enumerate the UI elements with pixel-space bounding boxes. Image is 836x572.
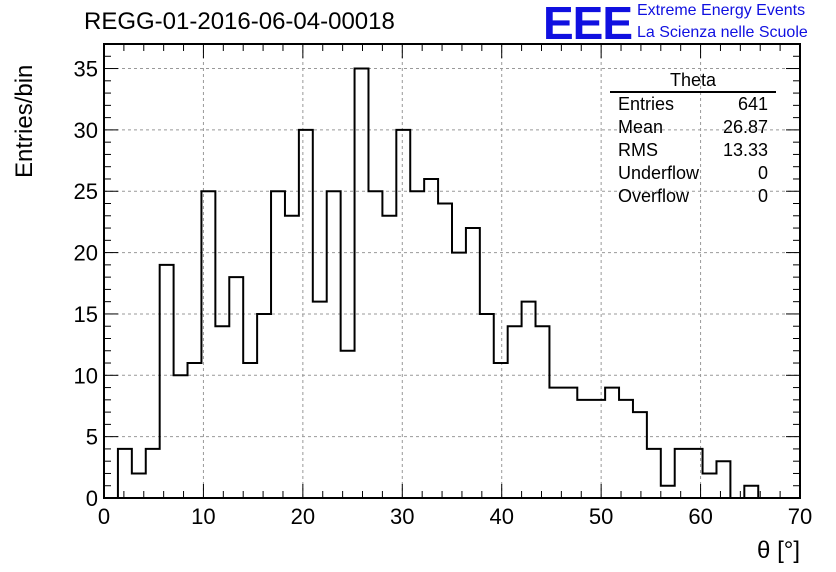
x-axis: 0 10 20 30 40 50 60 70 <box>98 44 812 529</box>
stats-label: RMS <box>618 140 658 160</box>
x-tick-label: 70 <box>788 504 812 529</box>
chart-title: REGG-01-2016-06-04-00018 <box>84 8 395 35</box>
stats-row-mean: Mean 26.87 <box>610 116 776 139</box>
y-axis: 0 5 10 15 20 25 30 35 <box>74 43 800 511</box>
stats-row-overflow: Overflow 0 <box>610 185 776 208</box>
stats-value: 0 <box>757 163 768 183</box>
y-tick-label: 15 <box>74 302 98 327</box>
stats-value: 26.87 <box>722 117 768 137</box>
eee-logo: EEE <box>543 0 633 49</box>
plot-frame <box>103 43 801 499</box>
x-tick-label: 10 <box>191 504 215 529</box>
x-tick-label: 0 <box>98 504 110 529</box>
x-tick-label: 40 <box>489 504 513 529</box>
stats-box: Theta Entries 641 Mean 26.87 RMS 13.33 U… <box>610 70 776 208</box>
y-tick-label: 10 <box>74 363 98 388</box>
stats-row-rms: RMS 13.33 <box>610 139 776 162</box>
histogram-series <box>104 67 800 499</box>
stats-value: 13.33 <box>722 140 768 160</box>
stats-label: Entries <box>618 94 675 114</box>
y-axis-label: Entries/bin <box>11 65 38 178</box>
stats-label: Overflow <box>618 186 690 206</box>
x-tick-label: 20 <box>291 504 315 529</box>
stats-row-entries: Entries 641 <box>610 93 776 116</box>
y-tick-label: 25 <box>74 179 98 204</box>
x-axis-label: θ [°] <box>757 537 800 564</box>
stats-title: Theta <box>610 70 776 93</box>
stats-row-underflow: Underflow 0 <box>610 162 776 185</box>
stats-value: 0 <box>757 186 768 206</box>
x-tick-label: 60 <box>688 504 712 529</box>
x-tick-label: 50 <box>589 504 613 529</box>
x-tick-label: 30 <box>390 504 414 529</box>
y-tick-label: 35 <box>74 57 98 82</box>
y-tick-label: 20 <box>74 241 98 266</box>
logo-line-1: Extreme Energy Events <box>637 2 806 19</box>
stats-label: Underflow <box>618 163 700 183</box>
y-tick-label: 30 <box>74 118 98 143</box>
logo-line-2: La Scienza nelle Scuole <box>637 24 808 41</box>
stats-label: Mean <box>618 117 664 137</box>
stats-value: 641 <box>737 94 768 114</box>
y-tick-label: 5 <box>86 425 98 450</box>
y-tick-label: 0 <box>86 486 98 511</box>
